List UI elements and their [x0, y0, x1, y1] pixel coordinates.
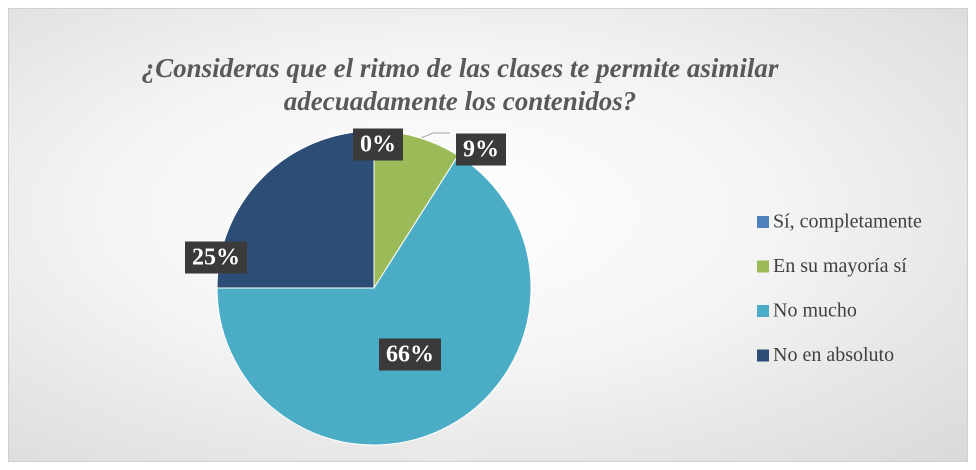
data-label-box: [185, 241, 247, 274]
legend-label: En su mayoría sí: [773, 255, 907, 277]
data-label-box: [353, 128, 403, 161]
legend-label: No mucho: [773, 300, 857, 322]
data-label: 66%: [386, 342, 434, 368]
legend-swatch: [757, 260, 769, 273]
data-label: 0%: [360, 132, 396, 158]
leader-line: [420, 132, 450, 139]
data-label-box: [379, 338, 441, 371]
legend-label: No en absoluto: [773, 344, 894, 366]
data-label: 9%: [463, 137, 499, 163]
pie-slice: [216, 154, 532, 446]
legend-label: Sí, completamente: [773, 211, 922, 233]
data-label: 25%: [192, 245, 240, 271]
legend-swatch: [757, 305, 769, 317]
legend-swatch: [757, 216, 769, 228]
legend-swatch: [757, 349, 769, 362]
data-label-box: [456, 133, 506, 166]
chart-title: ¿Consideras que el ritmo de las clases t…: [141, 53, 779, 116]
